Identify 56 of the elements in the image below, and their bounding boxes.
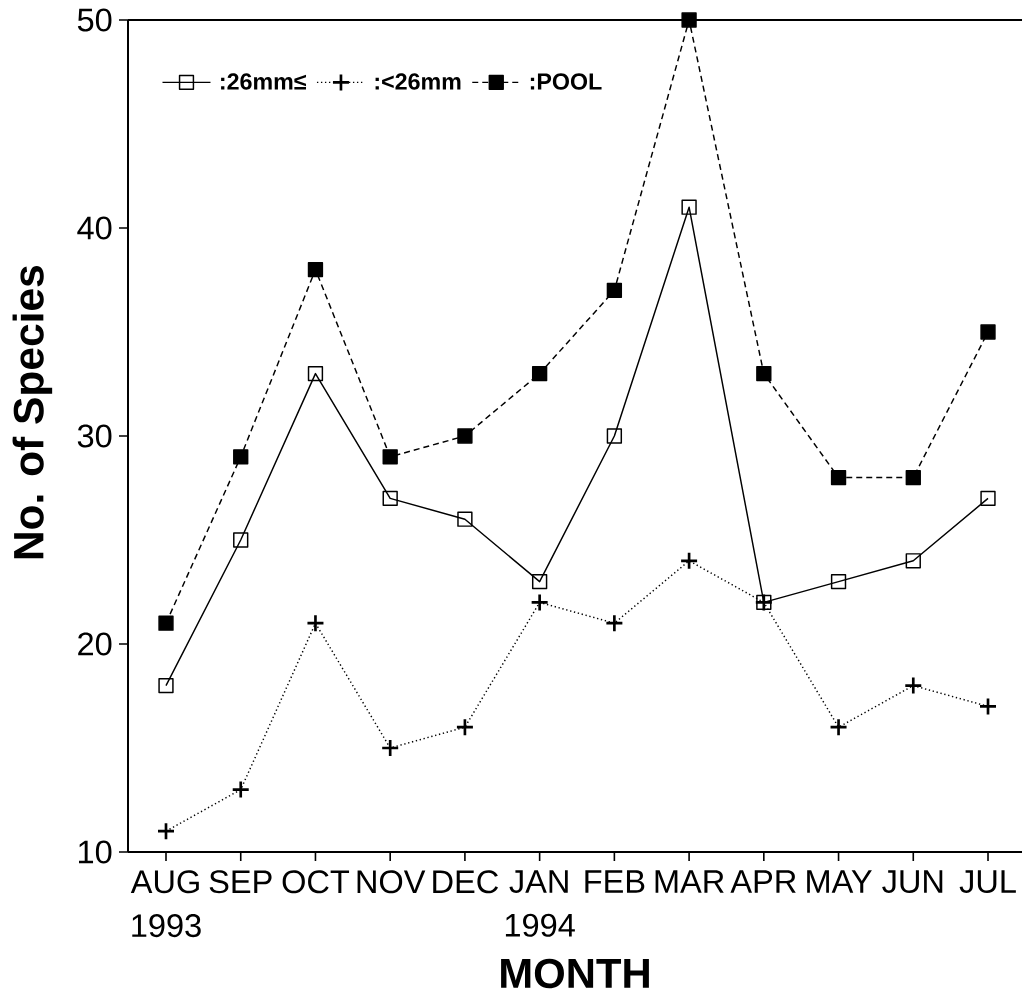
y-tick-label: 40	[77, 216, 112, 240]
point	[681, 199, 697, 215]
point	[530, 593, 549, 612]
x-tick-label: AUG 1993	[130, 870, 201, 938]
point	[531, 573, 548, 590]
y-tick-label: 10	[79, 840, 112, 864]
x-tick-label: MAY	[807, 870, 872, 893]
point	[231, 780, 251, 799]
point	[382, 490, 398, 507]
x-tick-label: SEP	[209, 870, 272, 894]
x-tick-label: JUL	[959, 870, 1016, 893]
y-tick-label: 50	[77, 8, 112, 32]
y-tick-label: 20	[78, 632, 112, 656]
legend-label: :<26mm	[375, 73, 461, 90]
x-tick-label: JAN 1994	[505, 870, 575, 937]
point	[158, 615, 174, 631]
point	[531, 365, 548, 382]
point	[830, 573, 847, 590]
point	[829, 717, 848, 737]
x-tick-label: JUN	[882, 870, 943, 893]
point	[830, 469, 847, 486]
point	[980, 324, 996, 340]
point	[382, 449, 398, 465]
point	[306, 613, 325, 633]
x-tick-label: MAR	[655, 870, 724, 893]
point	[978, 697, 998, 716]
point	[233, 449, 249, 465]
point	[158, 677, 174, 694]
x-tick-label: FEB	[585, 870, 645, 893]
point	[307, 261, 324, 278]
point	[679, 551, 699, 571]
point	[233, 532, 249, 548]
point	[905, 469, 921, 486]
legend-label: :POOL	[530, 73, 602, 90]
x-tick-label: DEC	[433, 870, 499, 894]
y-tick-label: 30	[77, 424, 112, 448]
point	[307, 365, 324, 382]
x-axis-title: MONTH	[501, 958, 649, 989]
x-tick-label: OCT	[282, 870, 350, 894]
point	[905, 553, 921, 569]
point	[606, 428, 623, 444]
point	[903, 676, 923, 695]
point	[457, 428, 473, 444]
y-axis-title: No. of Species	[12, 266, 53, 559]
legend-label: :26mm≤	[221, 73, 307, 90]
point	[457, 511, 473, 527]
x-tick-label: APR	[730, 870, 796, 893]
point	[606, 282, 623, 299]
x-tick-label: NOV	[357, 870, 426, 894]
point	[156, 821, 176, 841]
point	[380, 738, 400, 758]
point	[455, 717, 475, 737]
point	[756, 365, 772, 382]
point	[681, 12, 697, 28]
point	[605, 613, 624, 633]
point	[980, 490, 996, 507]
